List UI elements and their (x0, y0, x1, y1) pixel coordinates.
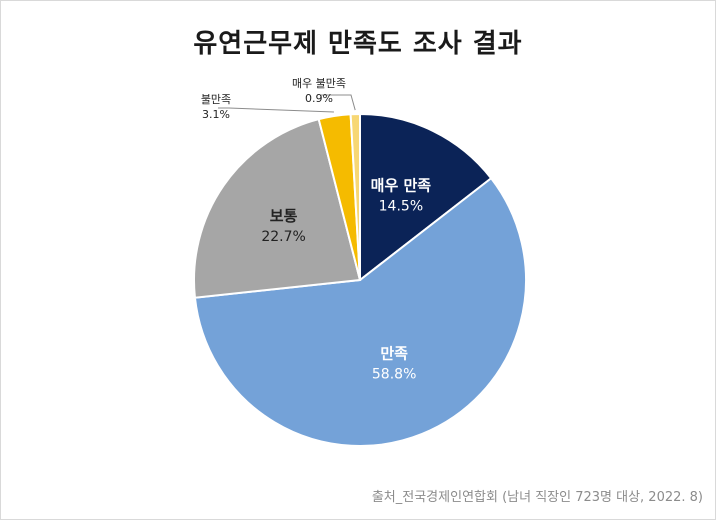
pie-slice-매우-불만족 (349, 112, 361, 281)
pie-slice-매우-만족 (359, 112, 493, 283)
slice-label-매우-불만족: 매우 불만족 (292, 77, 346, 90)
slice-label-보통: 보통 (270, 207, 298, 225)
callout-line-매우-불만족 (321, 94, 356, 111)
pie-slice-보통 (193, 117, 362, 299)
slice-value-불만족: 3.1% (202, 108, 230, 121)
callout-line-불만족 (218, 107, 334, 113)
source-note: 출처_전국경제인연합회 (남녀 직장인 723명 대상, 2022. 8) (371, 490, 703, 505)
slice-value-보통: 22.7% (261, 229, 305, 245)
slice-value-만족: 58.8% (372, 367, 416, 383)
slice-value-매우-만족: 14.5% (379, 199, 423, 215)
chart-title: 유연근무제 만족도 조사 결과 (193, 29, 523, 59)
pie-slice-만족 (193, 176, 527, 447)
slice-label-불만족: 불만족 (201, 93, 231, 106)
slice-label-만족: 만족 (380, 345, 408, 363)
slice-value-매우-불만족: 0.9% (305, 92, 333, 105)
slice-label-매우-만족: 매우 만족 (371, 177, 432, 195)
